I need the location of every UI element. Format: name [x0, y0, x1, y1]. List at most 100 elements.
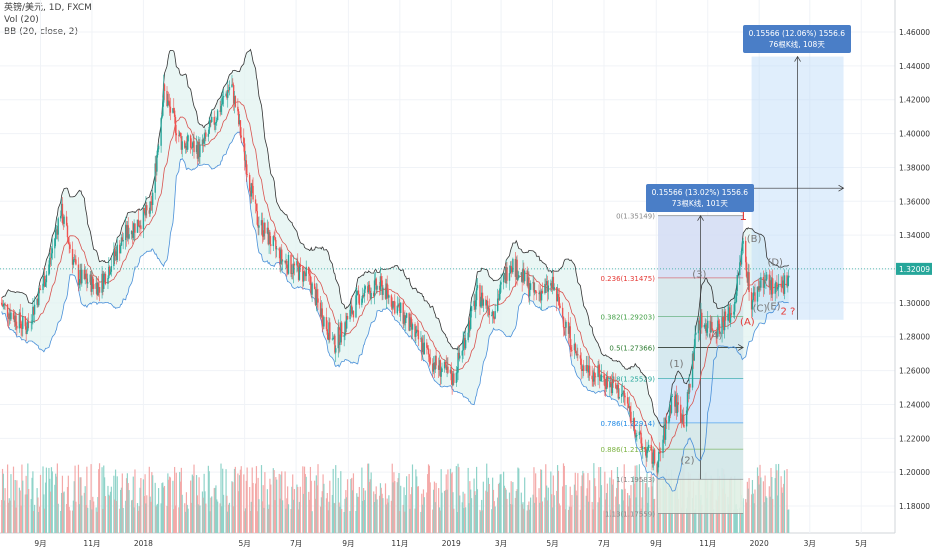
candle-body [473, 300, 475, 307]
volume-bar [546, 500, 549, 533]
candle-body [249, 190, 252, 197]
volume-bar [686, 508, 688, 533]
volume-bar [273, 470, 275, 533]
candle-body [128, 234, 130, 239]
y-tick-label: 1.24000 [899, 400, 930, 409]
legend-volume[interactable]: Vol (20) [4, 15, 39, 25]
candle-body [257, 224, 259, 228]
candle-body [140, 225, 142, 230]
candle-body [24, 316, 27, 327]
volume-bar [310, 480, 312, 533]
candle-body [43, 276, 45, 284]
candle-body [766, 274, 768, 280]
measure-tooltip: 0.15566 (12.06%) 1556.6 76根K线, 108天 [742, 24, 852, 53]
volume-bar [157, 503, 159, 533]
volume-bar [464, 493, 466, 533]
volume-bar [202, 497, 204, 533]
volume-bar [238, 491, 240, 533]
candle-body [345, 322, 347, 329]
candle-body [3, 303, 5, 305]
volume-bar [514, 497, 517, 533]
volume-bar [266, 489, 269, 533]
candle-body [108, 266, 111, 275]
volume-bar [193, 464, 195, 533]
candle-body [505, 267, 507, 283]
candle-body [399, 302, 402, 313]
volume-bar [145, 503, 147, 533]
candle-body [384, 287, 387, 299]
volume-bar [497, 497, 499, 533]
volume-bar [604, 471, 606, 533]
candle-body [273, 236, 275, 238]
candle-body [598, 365, 600, 374]
candle-body [712, 331, 715, 333]
volume-bar [734, 504, 737, 533]
last-price-badge [896, 262, 932, 275]
candle-body [681, 414, 684, 423]
candle-body [736, 275, 738, 292]
candle-body [51, 248, 53, 254]
volume-bar [22, 480, 24, 533]
volume-bar [33, 504, 36, 533]
candle-body [500, 282, 502, 285]
candle-body [325, 317, 328, 330]
volume-bar [61, 475, 64, 533]
volume-bar [644, 483, 646, 533]
volume-bar [470, 489, 472, 533]
candle-body [31, 321, 33, 323]
volume-bar [264, 472, 266, 533]
volume-bar [143, 496, 145, 533]
volume-bar [774, 478, 776, 533]
volume-bar [9, 500, 11, 533]
volume-bar [403, 487, 405, 533]
candle-body [57, 218, 59, 235]
volume-bar [281, 500, 284, 533]
candle-body [437, 365, 440, 370]
volume-bar [745, 502, 748, 533]
volume-bar [627, 506, 630, 533]
candle-body [394, 301, 396, 314]
candle-body [734, 302, 736, 312]
volume-bar [504, 487, 506, 533]
volume-bar [787, 509, 789, 533]
candle-body [491, 314, 493, 316]
volume-bar [284, 471, 286, 533]
candle-body [751, 300, 754, 310]
volume-bar [564, 509, 566, 533]
candle-body [575, 351, 577, 355]
volume-bar [139, 487, 141, 533]
volume-bar [481, 510, 484, 533]
volume-bar [524, 477, 526, 533]
candle-body [39, 289, 42, 291]
volume-bar [155, 506, 157, 533]
legend-symbol[interactable]: 英镑/美元, 1D, FXCM [4, 3, 92, 13]
volume-bar [319, 506, 322, 533]
candle-body [432, 363, 434, 372]
measure-tooltip-line: 73根K线, 101天 [671, 198, 728, 208]
volume-bar [385, 504, 387, 533]
volume-bar [185, 492, 188, 533]
candle-body [297, 266, 300, 280]
volume-bar [598, 467, 600, 533]
candle-body [782, 280, 785, 294]
volume-bar [279, 498, 281, 533]
candle-body [701, 312, 703, 328]
volume-bar [85, 505, 87, 533]
candle-body [184, 145, 187, 148]
candle-body [21, 328, 23, 329]
volume-bar [751, 479, 754, 533]
candle-body [362, 295, 364, 299]
candle-body [580, 358, 582, 370]
candle-body [255, 203, 258, 212]
volume-bar [610, 470, 613, 533]
candle-body [428, 354, 431, 358]
candle-body [161, 115, 163, 119]
fib-level-label: 0.786(1.22914) [601, 420, 656, 428]
volume-bar [770, 467, 772, 533]
volume-bar [432, 509, 434, 533]
candle-body [651, 449, 653, 464]
candle-body [623, 390, 625, 396]
volume-bar [629, 498, 631, 533]
volume-bar [622, 500, 624, 533]
